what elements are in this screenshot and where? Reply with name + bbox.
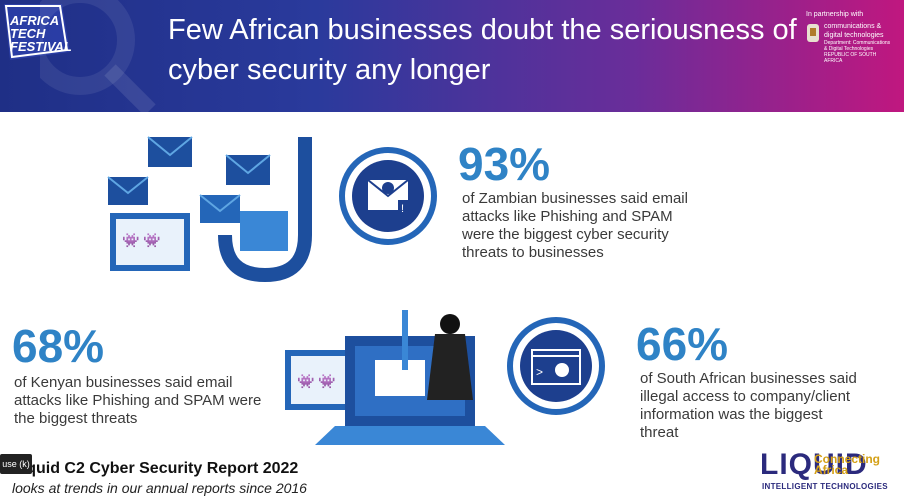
- envelope-icon: [147, 136, 193, 167]
- hacker-figure: [440, 314, 460, 334]
- logo-line-1: AFRICA: [10, 13, 60, 28]
- hacker-laptop-illustration: 👾 👾: [285, 310, 505, 445]
- partner-label: In partnership with: [806, 11, 864, 18]
- infected-laptop-screen: 👾 👾: [110, 213, 190, 271]
- header-banner: [0, 0, 904, 112]
- coat-of-arms-icon: [807, 24, 819, 42]
- stat-text-zambia: of Zambian businesses said email attacks…: [462, 190, 688, 261]
- partner-block: In partnership with communications & dig…: [806, 10, 894, 64]
- logo-line-2: TECH: [10, 26, 46, 41]
- africa-tech-festival-logo: AFRICA TECH FESTIVAL: [4, 4, 72, 60]
- partner-small-2: REPUBLIC OF SOUTH AFRICA: [824, 52, 877, 64]
- partner-dept: communications & digital technologies: [824, 23, 884, 39]
- envelope-icon: [225, 154, 271, 185]
- svg-text:!: !: [401, 203, 404, 215]
- stat-value-south-africa: 66%: [636, 318, 729, 370]
- stat-text-kenya: of Kenyan businesses said email attacks …: [14, 374, 262, 427]
- liquid-logo-word: LIQUID: [760, 448, 868, 481]
- pause-button[interactable]: use (k): [0, 454, 32, 474]
- report-subtitle: looks at trends in our annual reports si…: [12, 480, 307, 496]
- phishing-hook-illustration: 👾 👾: [107, 136, 312, 283]
- envelope-icon: [199, 194, 241, 223]
- report-title: Liquid C2 Cyber Security Report 2022: [12, 460, 299, 477]
- liquid-logo-tagline: Connecting Africa: [814, 452, 880, 477]
- envelope-icon: [375, 360, 425, 396]
- hooked-envelope-icon: [240, 211, 288, 251]
- svg-text:>: >: [536, 365, 543, 379]
- svg-text:👾 👾: 👾 👾: [297, 373, 336, 389]
- partner-small-1: Department: Communications & Digital Tec…: [824, 40, 891, 52]
- skull-terminal-icon: >: [507, 317, 605, 415]
- q-shape-decoration: [40, 0, 156, 112]
- logo-line-3: FESTIVAL: [10, 39, 72, 54]
- stat-text-south-africa: of South African businesses said illegal…: [640, 370, 857, 441]
- liquid-logo: LIQUID Connecting Africa INTELLIGENT TEC…: [760, 448, 904, 493]
- stat-value-kenya: 68%: [12, 320, 105, 372]
- stat-value-zambia: 93%: [458, 138, 551, 190]
- liquid-logo-subtitle: INTELLIGENT TECHNOLOGIES: [762, 482, 888, 491]
- svg-text:👾 👾: 👾 👾: [122, 232, 161, 248]
- page-title: Few African businesses doubt the serious…: [168, 14, 797, 86]
- email-bug-icon: !: [339, 147, 437, 245]
- envelope-icon: [107, 176, 149, 205]
